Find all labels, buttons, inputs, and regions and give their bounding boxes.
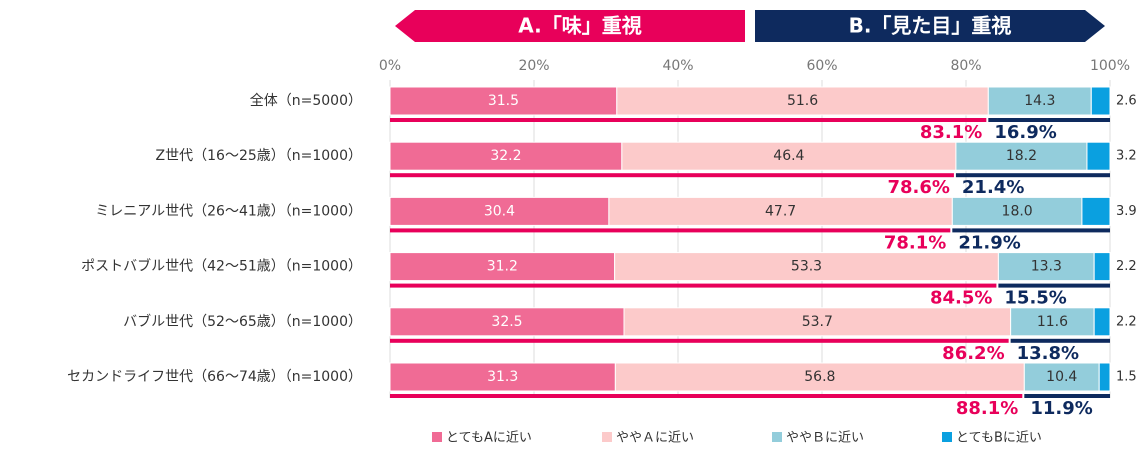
total-a-line: [390, 338, 1009, 343]
value-label: 18.0: [1002, 203, 1033, 219]
value-label: 51.6: [787, 93, 818, 109]
category-label: バブル世代（52～65歳）（n=1000）: [123, 313, 362, 330]
x-tick-label: 80%: [950, 58, 981, 74]
header-a: A.「味」重視: [518, 14, 641, 38]
bar-segment: [1093, 307, 1111, 337]
x-tick-label: 0%: [379, 58, 401, 74]
value-label: 46.4: [773, 148, 804, 164]
value-label: 2.6: [1116, 94, 1137, 109]
legend-swatch: [432, 432, 442, 442]
total-b-label: 21.9%: [958, 232, 1020, 253]
value-label: 18.2: [1006, 148, 1037, 164]
bar-segment: [1081, 196, 1111, 226]
category-label: ミレニアル世代（26～41歳）（n=1000）: [95, 203, 362, 219]
bar-segment: [1090, 86, 1111, 116]
bar-segment: [951, 196, 1083, 226]
category-label: ポストバブル世代（42～51歳）（n=1000）: [81, 258, 362, 275]
value-label: 1.5: [1116, 370, 1137, 385]
value-label: 32.2: [490, 148, 521, 164]
total-b-line: [1024, 394, 1110, 398]
bar-segment: [389, 86, 618, 116]
bar-segment: [389, 362, 616, 392]
total-a-line: [390, 118, 987, 122]
total-a-line: [390, 394, 1023, 398]
value-label: 13.3: [1031, 259, 1062, 275]
total-a-label: 88.1%: [956, 398, 1018, 419]
bar-segment: [1023, 362, 1100, 392]
total-a-label: 83.1%: [920, 122, 982, 143]
bar-segment: [1093, 252, 1111, 282]
total-b-label: 15.5%: [1004, 288, 1066, 309]
total-b-line: [998, 283, 1110, 288]
legend-swatch: [602, 432, 612, 442]
value-label: 31.5: [488, 93, 519, 109]
bar-segment: [389, 141, 623, 171]
value-label: 2.2: [1116, 314, 1137, 329]
bar-segment: [623, 307, 1012, 337]
header-a-banner: [395, 10, 745, 42]
total-a-line: [390, 173, 954, 178]
total-b-label: 21.4%: [962, 177, 1024, 198]
legend-swatch: [772, 432, 782, 442]
header-b: B.「見た目」重視: [849, 14, 1012, 38]
bar-segment: [389, 307, 625, 337]
bar-segment: [389, 196, 610, 226]
total-b-line: [955, 173, 1110, 178]
category-label: Z世代（16～25歳）（n=1000）: [156, 148, 362, 164]
total-b-line: [952, 228, 1110, 233]
value-label: 53.7: [802, 314, 833, 330]
x-tick-label: 60%: [806, 58, 837, 74]
x-tick-label: 40%: [662, 58, 693, 74]
value-label: 31.3: [487, 369, 518, 385]
bar-segment: [614, 362, 1025, 392]
value-label: 3.9: [1116, 204, 1137, 219]
bar-segment: [1010, 307, 1095, 337]
value-label: 47.7: [765, 203, 796, 219]
value-label: 31.2: [487, 259, 518, 275]
value-label: 3.2: [1116, 149, 1137, 164]
value-label: 32.5: [491, 314, 522, 330]
category-label: セカンドライフ世代（66～74歳）（n=1000）: [67, 369, 362, 385]
total-b-line: [1010, 338, 1110, 343]
value-label: 53.3: [791, 259, 822, 275]
bar-segment: [389, 252, 616, 282]
value-label: 14.3: [1024, 93, 1055, 109]
total-b-label: 16.9%: [994, 122, 1056, 143]
legend-label: とてもAに近い: [446, 431, 532, 446]
category-label: 全体（n=5000）: [250, 92, 362, 109]
value-label: 11.6: [1037, 314, 1068, 330]
bar-segment: [616, 86, 989, 116]
value-label: 30.4: [484, 203, 515, 219]
legend-label: ややＡに近い: [616, 431, 694, 446]
value-label: 2.2: [1116, 259, 1137, 274]
legend-label: とてもBに近い: [956, 431, 1042, 446]
value-label: 10.4: [1046, 369, 1077, 385]
total-a-line: [390, 283, 997, 288]
total-a-line: [390, 228, 951, 233]
total-a-label: 78.1%: [884, 232, 946, 253]
bar-segment: [614, 252, 999, 282]
total-b-label: 11.9%: [1030, 398, 1092, 419]
bar-segment: [608, 196, 953, 226]
total-a-label: 86.2%: [942, 343, 1004, 364]
bar-segment: [1086, 141, 1111, 171]
total-a-label: 84.5%: [930, 288, 992, 309]
total-a-label: 78.6%: [887, 177, 949, 198]
total-b-line: [988, 118, 1110, 122]
x-tick-label: 20%: [518, 58, 549, 74]
legend-label: ややＢに近い: [786, 431, 864, 446]
x-tick-label: 100%: [1090, 58, 1130, 74]
bar-segment: [997, 252, 1095, 282]
value-label: 56.8: [804, 369, 835, 385]
total-b-label: 13.8%: [1017, 343, 1079, 364]
header-b-banner: [755, 10, 1105, 42]
bar-segment: [1098, 362, 1111, 392]
legend-swatch: [942, 432, 952, 442]
